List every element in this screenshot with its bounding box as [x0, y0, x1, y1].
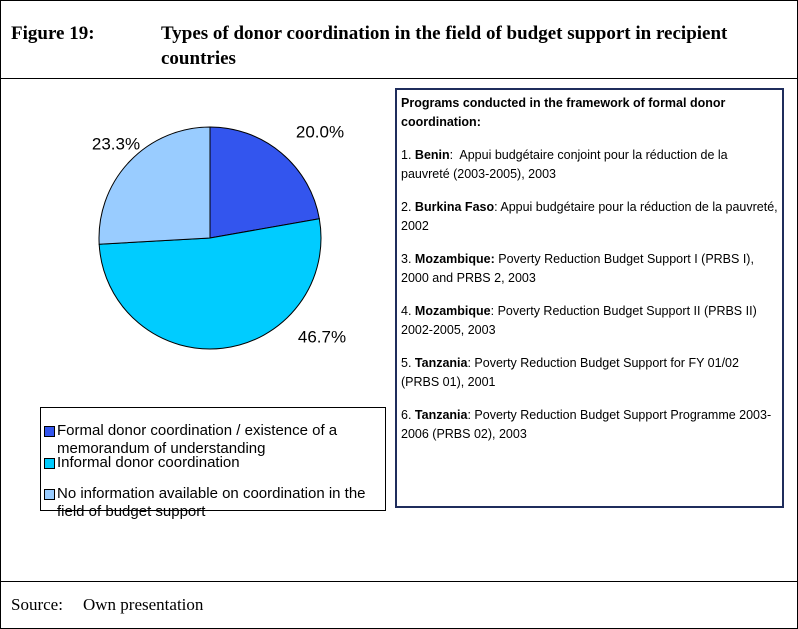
program-item: 4. Mozambique: Poverty Reduction Budget …	[401, 302, 778, 340]
legend-entry: Informal donor coordination	[57, 454, 383, 472]
item-number: 1.	[401, 148, 412, 162]
program-item: 6. Tanzania: Poverty Reduction Budget Su…	[401, 406, 778, 444]
legend-entry: Formal donor coordination / existence of…	[57, 422, 383, 458]
program-item: 5. Tanzania: Poverty Reduction Budget Su…	[401, 354, 778, 392]
legend-label: No information available on coordination…	[57, 485, 366, 520]
program-item: 2. Burkina Faso: Appui budgétaire pour l…	[401, 198, 778, 236]
divider	[1, 581, 797, 582]
legend-swatch	[44, 489, 55, 500]
data-label: 20.0%	[296, 122, 344, 141]
item-country: Burkina Faso	[414, 200, 495, 214]
legend-swatch	[44, 426, 55, 437]
data-label: 23.3%	[92, 134, 140, 153]
item-country: Tanzania	[414, 356, 468, 370]
programs-box: Programs conducted in the framework of f…	[395, 88, 784, 508]
program-item: 1. Benin: Appui budgétaire conjoint pour…	[401, 146, 778, 184]
legend-label: Formal donor coordination / existence of…	[57, 422, 338, 457]
item-text: Poverty Reduction Budget Support I (PRBS…	[401, 252, 758, 285]
programs-heading: Programs conducted in the framework of f…	[401, 96, 726, 129]
item-text: : Appui budgétaire pour la réduction de …	[401, 200, 782, 233]
legend-entry: No information available on coordination…	[57, 485, 383, 521]
item-country: Tanzania	[414, 408, 468, 422]
item-text: : Poverty Reduction Budget Support for F…	[401, 356, 743, 389]
item-number: 3.	[401, 252, 412, 266]
legend: Formal donor coordination / existence of…	[40, 407, 386, 520]
data-label: 46.7%	[298, 327, 346, 346]
item-country: Mozambique	[414, 304, 491, 318]
figure-label: Figure 19:	[11, 23, 95, 44]
source-text: Own presentation	[83, 595, 204, 614]
item-number: 6.	[401, 408, 412, 422]
chart-title: Types of donor coordination in the field…	[161, 23, 728, 69]
item-country: Benin	[414, 148, 450, 162]
divider	[1, 78, 797, 79]
legend-label: Informal donor coordination	[57, 454, 240, 471]
pie-slice	[98, 126, 211, 245]
program-item: 3. Mozambique: Poverty Reduction Budget …	[401, 250, 778, 288]
item-number: 5.	[401, 356, 412, 370]
item-country: Mozambique:	[414, 252, 495, 266]
source-label: Source:	[11, 595, 63, 614]
item-number: 4.	[401, 304, 412, 318]
item-text: : Poverty Reduction Budget Support Progr…	[401, 408, 772, 441]
pie-slice	[209, 126, 320, 239]
item-text: : Poverty Reduction Budget Support II (P…	[401, 304, 761, 337]
item-text: : Appui budgétaire conjoint pour la rédu…	[401, 148, 732, 181]
pie-slice	[98, 218, 322, 350]
item-number: 2.	[401, 200, 412, 214]
legend-swatch	[44, 458, 55, 469]
